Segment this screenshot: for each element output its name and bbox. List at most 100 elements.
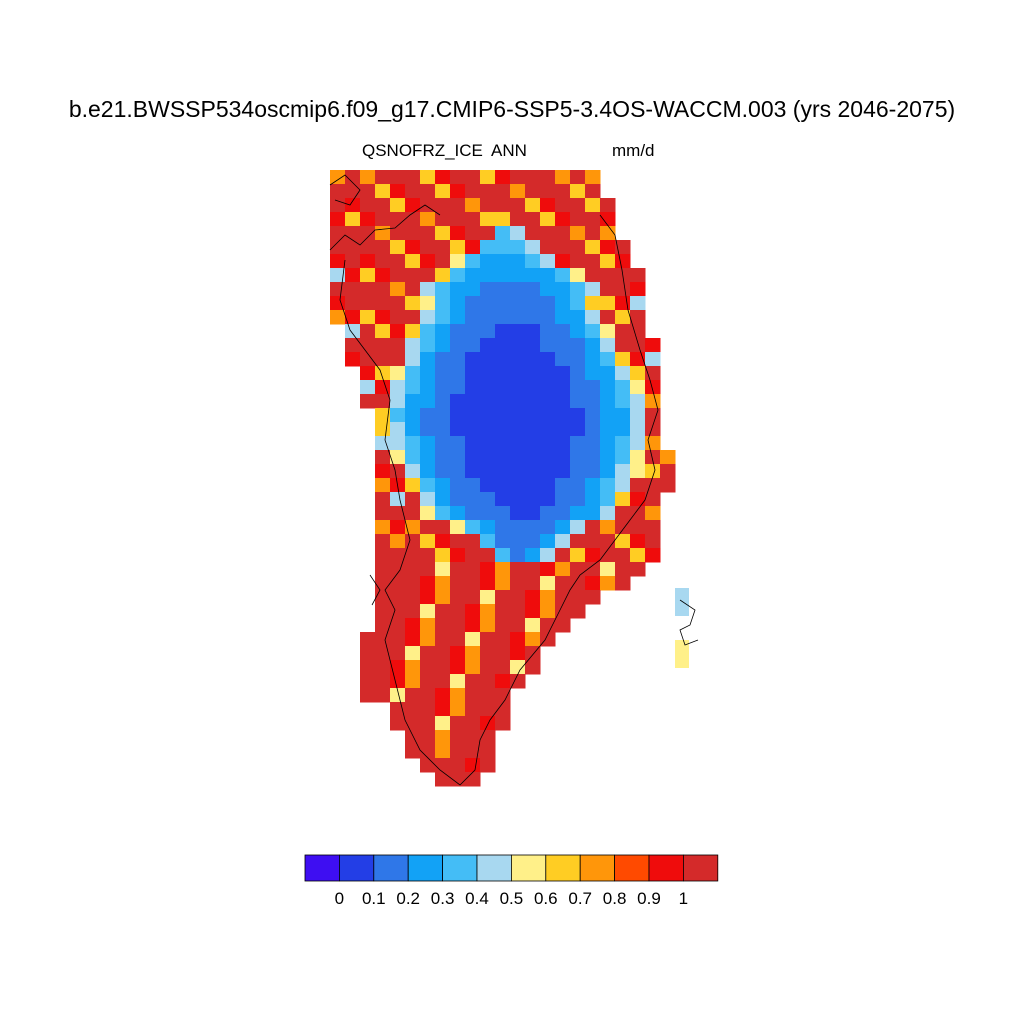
grid-cell — [480, 198, 496, 213]
grid-cell — [570, 282, 586, 297]
grid-cell — [510, 310, 526, 325]
grid-cell — [465, 534, 481, 549]
grid-cell — [540, 226, 556, 241]
grid-cell — [600, 408, 616, 423]
grid-cell — [615, 380, 631, 395]
grid-cell — [525, 464, 541, 479]
grid-cell — [465, 464, 481, 479]
grid-cell — [360, 366, 376, 381]
grid-cell — [390, 394, 406, 409]
grid-cell — [555, 338, 571, 353]
grid-cell — [495, 282, 511, 297]
grid-cell — [510, 632, 526, 647]
grid-cell — [435, 646, 451, 661]
grid-cell — [540, 282, 556, 297]
grid-cell — [435, 226, 451, 241]
grid-cell — [405, 744, 421, 759]
grid-cell — [495, 212, 511, 227]
grid-cell — [360, 324, 376, 339]
coastline-segment — [329, 174, 361, 206]
grid-cell — [480, 422, 496, 437]
grid-cell — [525, 268, 541, 283]
grid-cell — [630, 268, 646, 283]
grid-cell — [465, 338, 481, 353]
grid-cell — [600, 324, 616, 339]
grid-cell — [510, 240, 526, 255]
grid-cell — [585, 562, 601, 577]
grid-cell — [420, 366, 436, 381]
grid-cell — [405, 170, 421, 185]
grid-cell — [510, 646, 526, 661]
colorbar-tick-label: 0.1 — [362, 889, 386, 908]
grid-cell — [495, 604, 511, 619]
grid-cell — [480, 268, 496, 283]
grid-cell — [495, 366, 511, 381]
island-cell — [675, 654, 689, 668]
grid-cell — [525, 506, 541, 521]
grid-cell — [495, 618, 511, 633]
grid-cell — [630, 436, 646, 451]
grid-cell — [465, 632, 481, 647]
colorbar-box — [510, 854, 547, 882]
grid-cell — [330, 184, 346, 199]
grid-cell — [540, 254, 556, 269]
grid-cell — [540, 408, 556, 423]
grid-cell — [540, 520, 556, 535]
grid-cell — [405, 436, 421, 451]
grid-cell — [405, 254, 421, 269]
grid-cell — [645, 450, 661, 465]
grid-cell — [615, 534, 631, 549]
grid-cell — [405, 282, 421, 297]
grid-cell — [450, 744, 466, 759]
grid-cell — [390, 240, 406, 255]
grid-cell — [495, 170, 511, 185]
grid-cell — [555, 506, 571, 521]
colorbar-box — [373, 854, 409, 882]
grid-cell — [540, 352, 556, 367]
grid-cell — [465, 296, 481, 311]
grid-cell — [480, 170, 496, 185]
grid-cell — [375, 492, 391, 507]
grid-cell — [450, 604, 466, 619]
grid-cell — [555, 380, 571, 395]
grid-cell — [390, 198, 406, 213]
grid-cell — [555, 170, 571, 185]
grid-cell — [390, 254, 406, 269]
grid-cell — [495, 492, 511, 507]
grid-cell — [480, 282, 496, 297]
grid-cell — [510, 562, 526, 577]
grid-cell — [405, 198, 421, 213]
colorbar-box — [476, 854, 512, 882]
grid-cell — [450, 408, 466, 423]
grid-cell — [435, 576, 451, 591]
grid-cell — [510, 506, 526, 521]
grid-cell — [330, 240, 346, 255]
colorbar-box — [338, 854, 375, 882]
grid-cell — [540, 268, 556, 283]
grid-cell — [525, 548, 541, 563]
grid-cell — [450, 296, 466, 311]
grid-cell — [495, 254, 511, 269]
grid-cell — [555, 254, 571, 269]
grid-cell — [570, 310, 586, 325]
grid-cell — [420, 548, 436, 563]
grid-cell — [480, 478, 496, 493]
grid-cell — [570, 450, 586, 465]
grid-cell — [450, 212, 466, 227]
grid-cell — [450, 590, 466, 605]
grid-cell — [570, 170, 586, 185]
grid-cell — [420, 408, 436, 423]
grid-cell — [465, 688, 481, 703]
grid-cell — [420, 324, 436, 339]
grid-cell — [405, 674, 421, 689]
grid-cell — [450, 352, 466, 367]
grid-cell — [435, 422, 451, 437]
grid-cell — [465, 184, 481, 199]
grid-cell — [585, 492, 601, 507]
grid-cell — [450, 226, 466, 241]
grid-cell — [435, 492, 451, 507]
grid-cell — [405, 478, 421, 493]
grid-cell — [510, 324, 526, 339]
grid-cell — [480, 576, 496, 591]
